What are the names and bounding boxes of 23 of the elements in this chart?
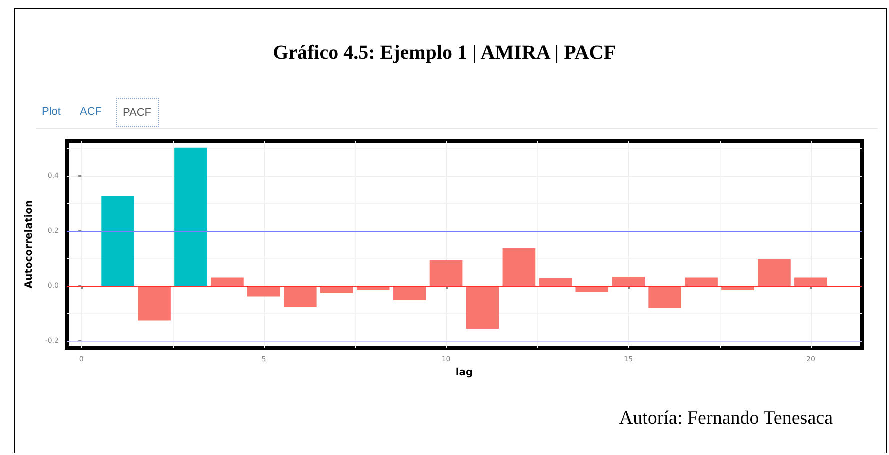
bar bbox=[138, 286, 171, 321]
bar bbox=[794, 278, 828, 286]
bar bbox=[539, 278, 572, 286]
bar bbox=[248, 286, 280, 297]
text: ACF bbox=[79, 105, 103, 120]
chart-title: Gráfico 4.5: Ejemplo 1 | AMIRA | PACF bbox=[272, 42, 617, 65]
bar bbox=[685, 278, 718, 286]
y-axis-title: Autocorrelation bbox=[24, 200, 35, 289]
bar bbox=[430, 260, 463, 286]
text: PACF bbox=[116, 98, 159, 127]
bar bbox=[502, 248, 536, 286]
text: Plot bbox=[41, 105, 62, 120]
text: Autoría: Fernando Tenesaca bbox=[619, 408, 833, 430]
bar bbox=[466, 286, 500, 330]
bar bbox=[174, 148, 208, 286]
bar bbox=[102, 196, 134, 286]
bar bbox=[612, 276, 646, 286]
bar bbox=[211, 278, 244, 286]
bar bbox=[284, 286, 317, 308]
bar bbox=[758, 259, 791, 286]
bar bbox=[393, 286, 426, 300]
bar bbox=[648, 286, 682, 308]
x-axis-title: lag bbox=[456, 368, 474, 378]
